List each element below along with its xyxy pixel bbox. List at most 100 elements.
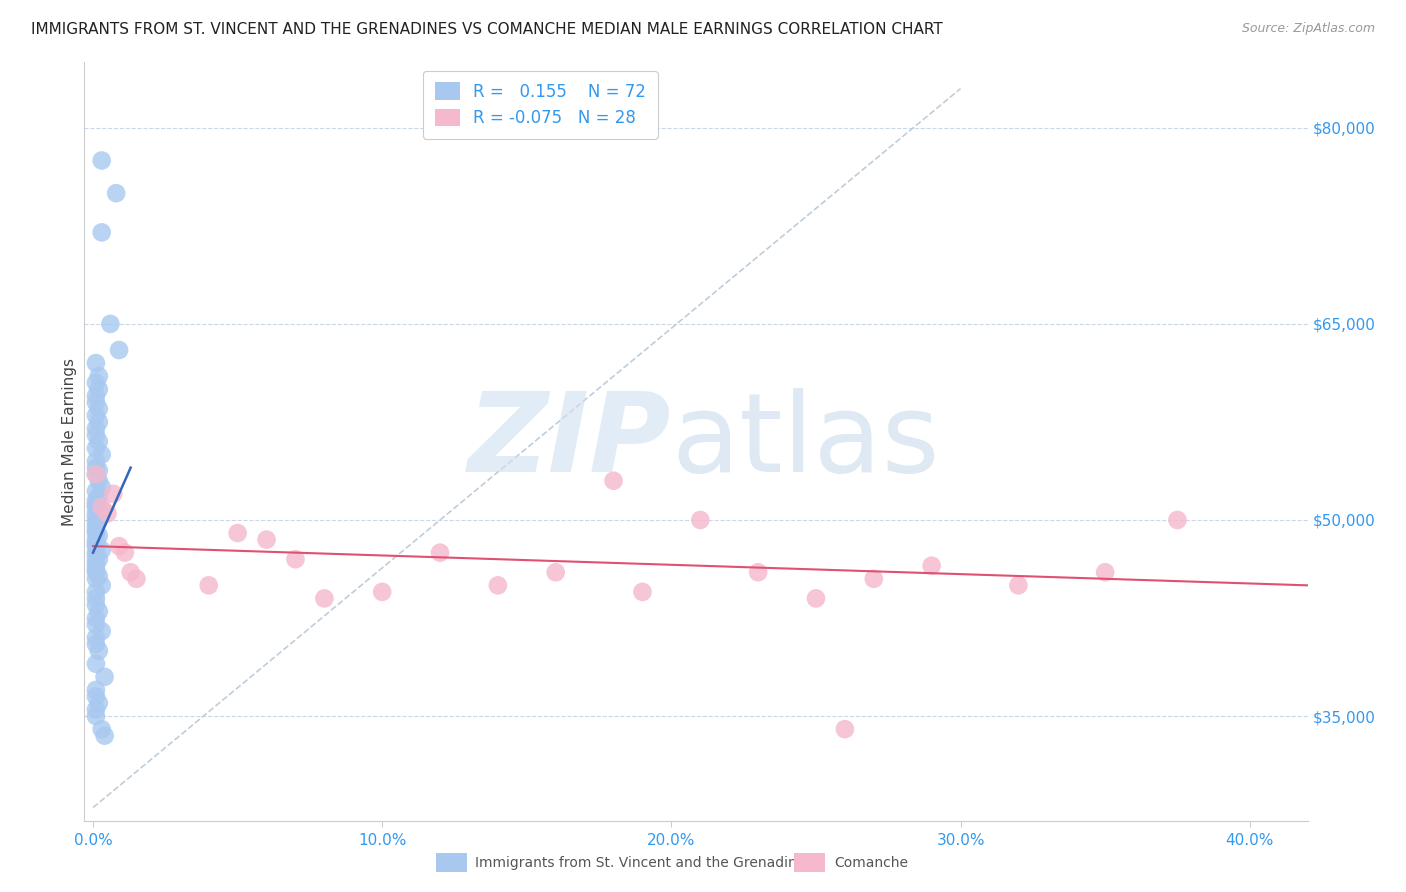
Point — [90, 448, 112, 462]
Point — [87, 552, 110, 566]
Point — [371, 585, 394, 599]
Point — [84, 709, 107, 723]
Y-axis label: Median Male Earnings: Median Male Earnings — [62, 358, 77, 525]
Text: ZIP: ZIP — [468, 388, 672, 495]
Point — [284, 552, 307, 566]
Point — [84, 467, 107, 482]
Point — [84, 637, 107, 651]
Point — [84, 690, 107, 704]
Point — [87, 513, 110, 527]
Point — [84, 421, 107, 435]
Point — [96, 507, 118, 521]
Point — [84, 460, 107, 475]
Point — [84, 585, 107, 599]
Point — [1007, 578, 1029, 592]
Point — [93, 729, 115, 743]
Point — [84, 526, 107, 541]
Point — [84, 549, 107, 564]
Point — [84, 598, 107, 612]
Point — [84, 519, 107, 533]
Point — [87, 643, 110, 657]
Point — [429, 546, 451, 560]
Point — [87, 369, 110, 384]
Point — [93, 670, 115, 684]
Point — [87, 401, 110, 416]
Point — [84, 409, 107, 423]
Point — [90, 502, 112, 516]
Point — [114, 546, 136, 560]
Point — [804, 591, 827, 606]
Point — [84, 441, 107, 455]
Point — [87, 415, 110, 429]
Point — [84, 428, 107, 442]
Point — [84, 546, 107, 560]
Point — [84, 572, 107, 586]
Point — [90, 722, 112, 736]
Point — [84, 516, 107, 530]
Point — [84, 356, 107, 370]
Point — [84, 617, 107, 632]
Point — [87, 490, 110, 504]
Point — [90, 226, 112, 240]
Point — [602, 474, 624, 488]
Point — [862, 572, 884, 586]
Text: Comanche: Comanche — [834, 855, 908, 870]
Text: Source: ZipAtlas.com: Source: ZipAtlas.com — [1241, 22, 1375, 36]
Point — [84, 395, 107, 409]
Point — [125, 572, 148, 586]
Point — [84, 539, 107, 553]
Point — [87, 529, 110, 543]
Point — [84, 376, 107, 390]
Point — [84, 555, 107, 569]
Point — [631, 585, 654, 599]
Point — [84, 454, 107, 468]
Text: IMMIGRANTS FROM ST. VINCENT AND THE GRENADINES VS COMANCHE MEDIAN MALE EARNINGS : IMMIGRANTS FROM ST. VINCENT AND THE GREN… — [31, 22, 942, 37]
Point — [84, 566, 107, 580]
Point — [689, 513, 711, 527]
Point — [486, 578, 509, 592]
Point — [90, 578, 112, 592]
Point — [84, 493, 107, 508]
Point — [84, 484, 107, 499]
Point — [100, 317, 122, 331]
Point — [120, 566, 142, 580]
Text: atlas: atlas — [672, 388, 941, 495]
Point — [90, 480, 112, 494]
Point — [84, 524, 107, 538]
Point — [87, 463, 110, 477]
Point — [108, 343, 131, 357]
Legend: R =   0.155    N = 72, R = -0.075   N = 28: R = 0.155 N = 72, R = -0.075 N = 28 — [423, 70, 658, 139]
Point — [84, 500, 107, 514]
Point — [84, 591, 107, 606]
Point — [84, 510, 107, 524]
Point — [834, 722, 856, 736]
Point — [87, 696, 110, 710]
Point — [84, 507, 107, 521]
Point — [226, 526, 249, 541]
Point — [84, 558, 107, 573]
Point — [84, 536, 107, 550]
Point — [103, 487, 125, 501]
Point — [84, 611, 107, 625]
Point — [197, 578, 219, 592]
Point — [108, 539, 131, 553]
Point — [84, 657, 107, 671]
Point — [87, 474, 110, 488]
Point — [87, 569, 110, 583]
Point — [90, 500, 112, 514]
Point — [256, 533, 278, 547]
Point — [87, 382, 110, 396]
Point — [90, 153, 112, 168]
Point — [84, 497, 107, 511]
Text: Immigrants from St. Vincent and the Grenadines: Immigrants from St. Vincent and the Gren… — [475, 855, 813, 870]
Point — [87, 434, 110, 449]
Point — [747, 566, 769, 580]
Point — [84, 533, 107, 547]
Point — [90, 543, 112, 558]
Point — [921, 558, 943, 573]
Point — [314, 591, 336, 606]
Point — [1166, 513, 1188, 527]
Point — [84, 702, 107, 716]
Point — [84, 563, 107, 577]
Point — [84, 389, 107, 403]
